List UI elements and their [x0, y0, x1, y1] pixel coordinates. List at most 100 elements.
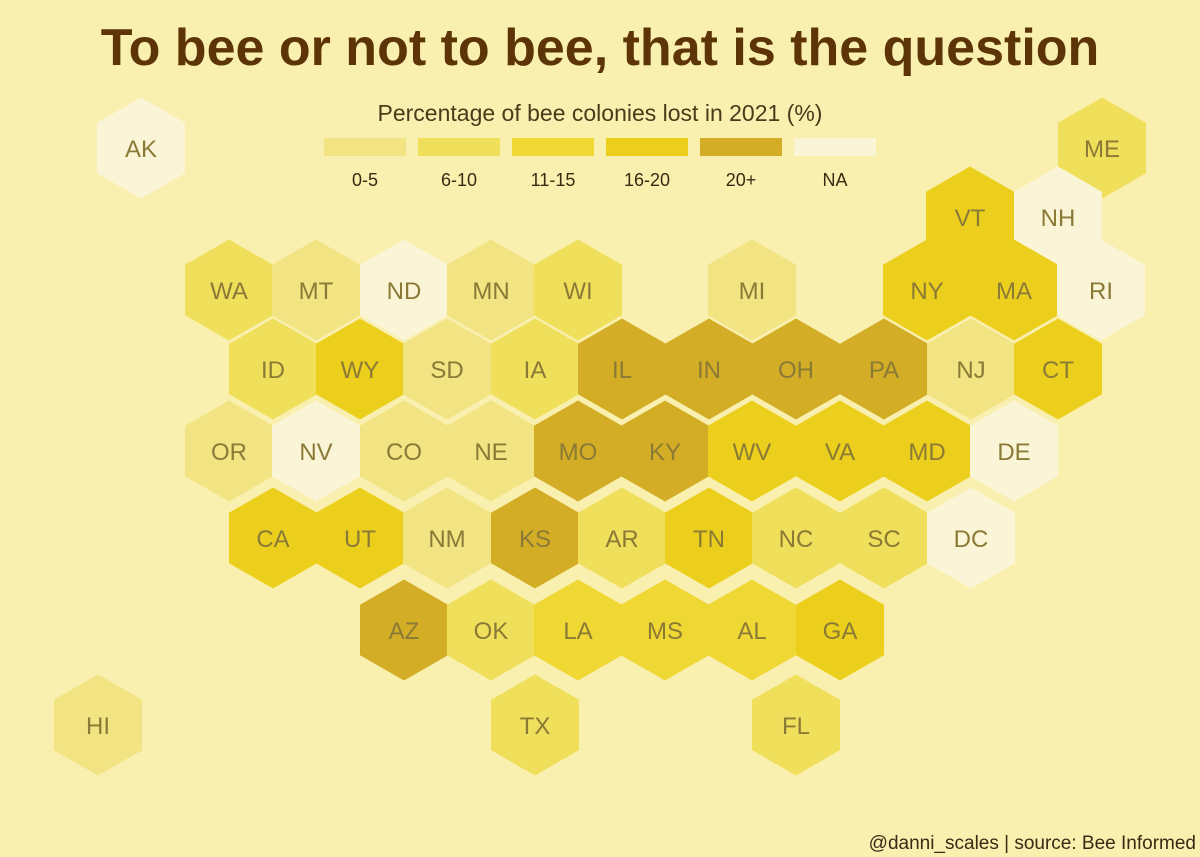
state-label: TN	[693, 526, 725, 553]
state-label: MN	[472, 278, 509, 305]
state-hex-shape	[708, 239, 796, 341]
state-hex-shape	[970, 400, 1058, 502]
state-hex-in: IN	[665, 318, 753, 420]
state-label: VT	[955, 205, 986, 232]
state-hex-al: AL	[708, 579, 796, 681]
state-hex-pa: PA	[840, 318, 928, 420]
state-label: WI	[563, 278, 592, 305]
state-hex-nm: NM	[402, 487, 492, 589]
legend: 0-5 6-10 11-15 16-20 20+ NA	[324, 138, 876, 190]
state-hex-dc: DC	[927, 487, 1015, 589]
state-hex-ms: MS	[621, 579, 709, 681]
state-label: NE	[474, 439, 507, 466]
state-label: DC	[954, 526, 989, 553]
state-hex-az: AZ	[359, 579, 449, 681]
legend-label: 11-15	[531, 170, 576, 190]
state-label: RI	[1089, 278, 1113, 305]
state-hex-or: OR	[184, 400, 274, 502]
state-label: CA	[256, 526, 289, 553]
state-hex-oh: OH	[752, 318, 840, 420]
state-label: AK	[125, 136, 157, 163]
legend-title: Percentage of bee colonies lost in 2021 …	[378, 100, 823, 126]
state-label: KY	[649, 439, 681, 466]
state-hex-shape	[752, 487, 840, 589]
state-hex-sd: SD	[402, 318, 492, 420]
state-hex-id: ID	[228, 318, 318, 420]
state-label: WA	[210, 278, 248, 305]
legend-swatch-16-20	[606, 138, 688, 156]
state-hex-ar: AR	[578, 487, 666, 589]
state-label: AL	[737, 618, 766, 645]
state-label: MT	[299, 278, 334, 305]
state-label: MA	[996, 278, 1032, 305]
state-hex-shape	[927, 487, 1015, 589]
state-hex-shape	[708, 400, 796, 502]
state-label: GA	[823, 618, 858, 645]
state-hex-tx: TX	[490, 674, 579, 776]
state-label: LA	[563, 618, 592, 645]
state-label: NM	[428, 526, 465, 553]
legend-label: NA	[822, 170, 847, 190]
legend-swatch-6-10	[418, 138, 500, 156]
state-label: FL	[782, 713, 810, 740]
state-hex-ky: KY	[621, 400, 709, 502]
state-hex-ny: NY	[883, 239, 971, 341]
legend-label: 6-10	[441, 170, 477, 190]
state-label: MO	[559, 439, 598, 466]
legend-label: 20+	[726, 170, 757, 190]
state-hex-nv: NV	[271, 400, 361, 502]
state-label: AR	[605, 526, 638, 553]
state-hex-shape	[1057, 239, 1145, 341]
state-hex-fl: FL	[752, 674, 840, 776]
state-hex-shape	[534, 239, 622, 341]
legend-swatch-0-5	[324, 138, 406, 156]
legend-swatch-20+	[700, 138, 782, 156]
state-hex-nh: NH	[1014, 166, 1102, 268]
state-label: ND	[387, 278, 422, 305]
state-hexes: AK ME VT NH WA MT ND MN WI MI NY MA RI ID WY SD IA IL IN OH…	[54, 97, 1146, 776]
state-label: NJ	[956, 357, 985, 384]
source-caption: @danni_scales | source: Bee Informed	[868, 833, 1196, 854]
state-label: MI	[739, 278, 766, 305]
chart-title: To bee or not to bee, that is the questi…	[100, 19, 1100, 77]
state-hex-shape	[402, 487, 492, 589]
state-hex-nd: ND	[359, 239, 449, 341]
state-label: DE	[997, 439, 1030, 466]
state-hex-shape	[54, 674, 143, 776]
state-label: NV	[299, 439, 332, 466]
state-hex-mi: MI	[708, 239, 796, 341]
legend-swatch-11-15	[512, 138, 594, 156]
state-label: MD	[908, 439, 945, 466]
state-label: NH	[1041, 205, 1076, 232]
state-hex-shape	[752, 318, 840, 420]
state-hex-ri: RI	[1057, 239, 1145, 341]
state-label: HI	[86, 713, 110, 740]
state-hex-co: CO	[359, 400, 449, 502]
state-hex-shape	[97, 97, 186, 199]
state-label: OH	[778, 357, 814, 384]
state-label: AZ	[389, 618, 420, 645]
state-hex-wa: WA	[184, 239, 274, 341]
state-hex-mn: MN	[446, 239, 535, 341]
state-label: MS	[647, 618, 683, 645]
state-hex-wy: WY	[315, 318, 405, 420]
state-label: UT	[344, 526, 376, 553]
state-label: TX	[520, 713, 551, 740]
state-hex-ak: AK	[97, 97, 186, 199]
state-hex-ma: MA	[970, 239, 1058, 341]
state-hex-ok: OK	[446, 579, 535, 681]
state-hex-ca: CA	[228, 487, 318, 589]
state-label: OR	[211, 439, 247, 466]
legend-label: 16-20	[624, 170, 670, 190]
state-label: IL	[612, 357, 632, 384]
state-label: VA	[825, 439, 855, 466]
state-hex-shape	[1014, 318, 1102, 420]
state-hex-shape	[490, 674, 579, 776]
legend-swatch-NA	[794, 138, 876, 156]
state-hex-nc: NC	[752, 487, 840, 589]
state-label: IN	[697, 357, 721, 384]
state-label: SD	[430, 357, 463, 384]
state-hex-wv: WV	[708, 400, 796, 502]
state-hex-shape	[271, 239, 361, 341]
